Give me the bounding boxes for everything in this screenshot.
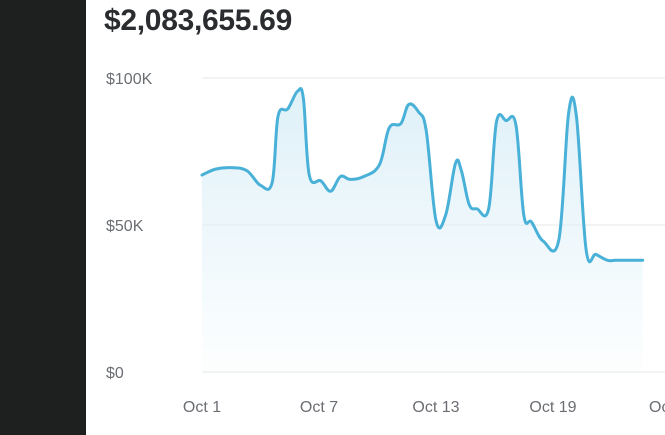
- x-axis-ticks: Oct 1 Oct 7 Oct 13 Oct 19 Oct: [183, 399, 665, 416]
- series-line: [200, 87, 645, 264]
- x-tick-label: Oct: [649, 399, 665, 416]
- y-axis-ticks: $0 $50K $100K: [106, 71, 153, 382]
- series-area-fill: [202, 88, 643, 373]
- y-tick-label: $0: [106, 365, 124, 382]
- portfolio-total-value: $2,083,655.69: [104, 4, 292, 37]
- sidebar: [0, 0, 86, 435]
- y-tick-label: $100K: [106, 71, 153, 88]
- x-tick-label: Oct 1: [183, 399, 221, 416]
- x-tick-label: Oct 13: [412, 399, 459, 416]
- x-tick-label: Oct 19: [529, 399, 576, 416]
- x-tick-label: Oct 7: [300, 399, 338, 416]
- value-chart: $0 $50K $100K Oct 1 Oct 7 Oct 13 Oct 19 Oct: [106, 71, 665, 416]
- main-panel: $2,083,655.69 $0 $50K $100K Oct 1 Oct 7 Oct …: [86, 0, 665, 435]
- y-tick-label: $50K: [106, 218, 144, 235]
